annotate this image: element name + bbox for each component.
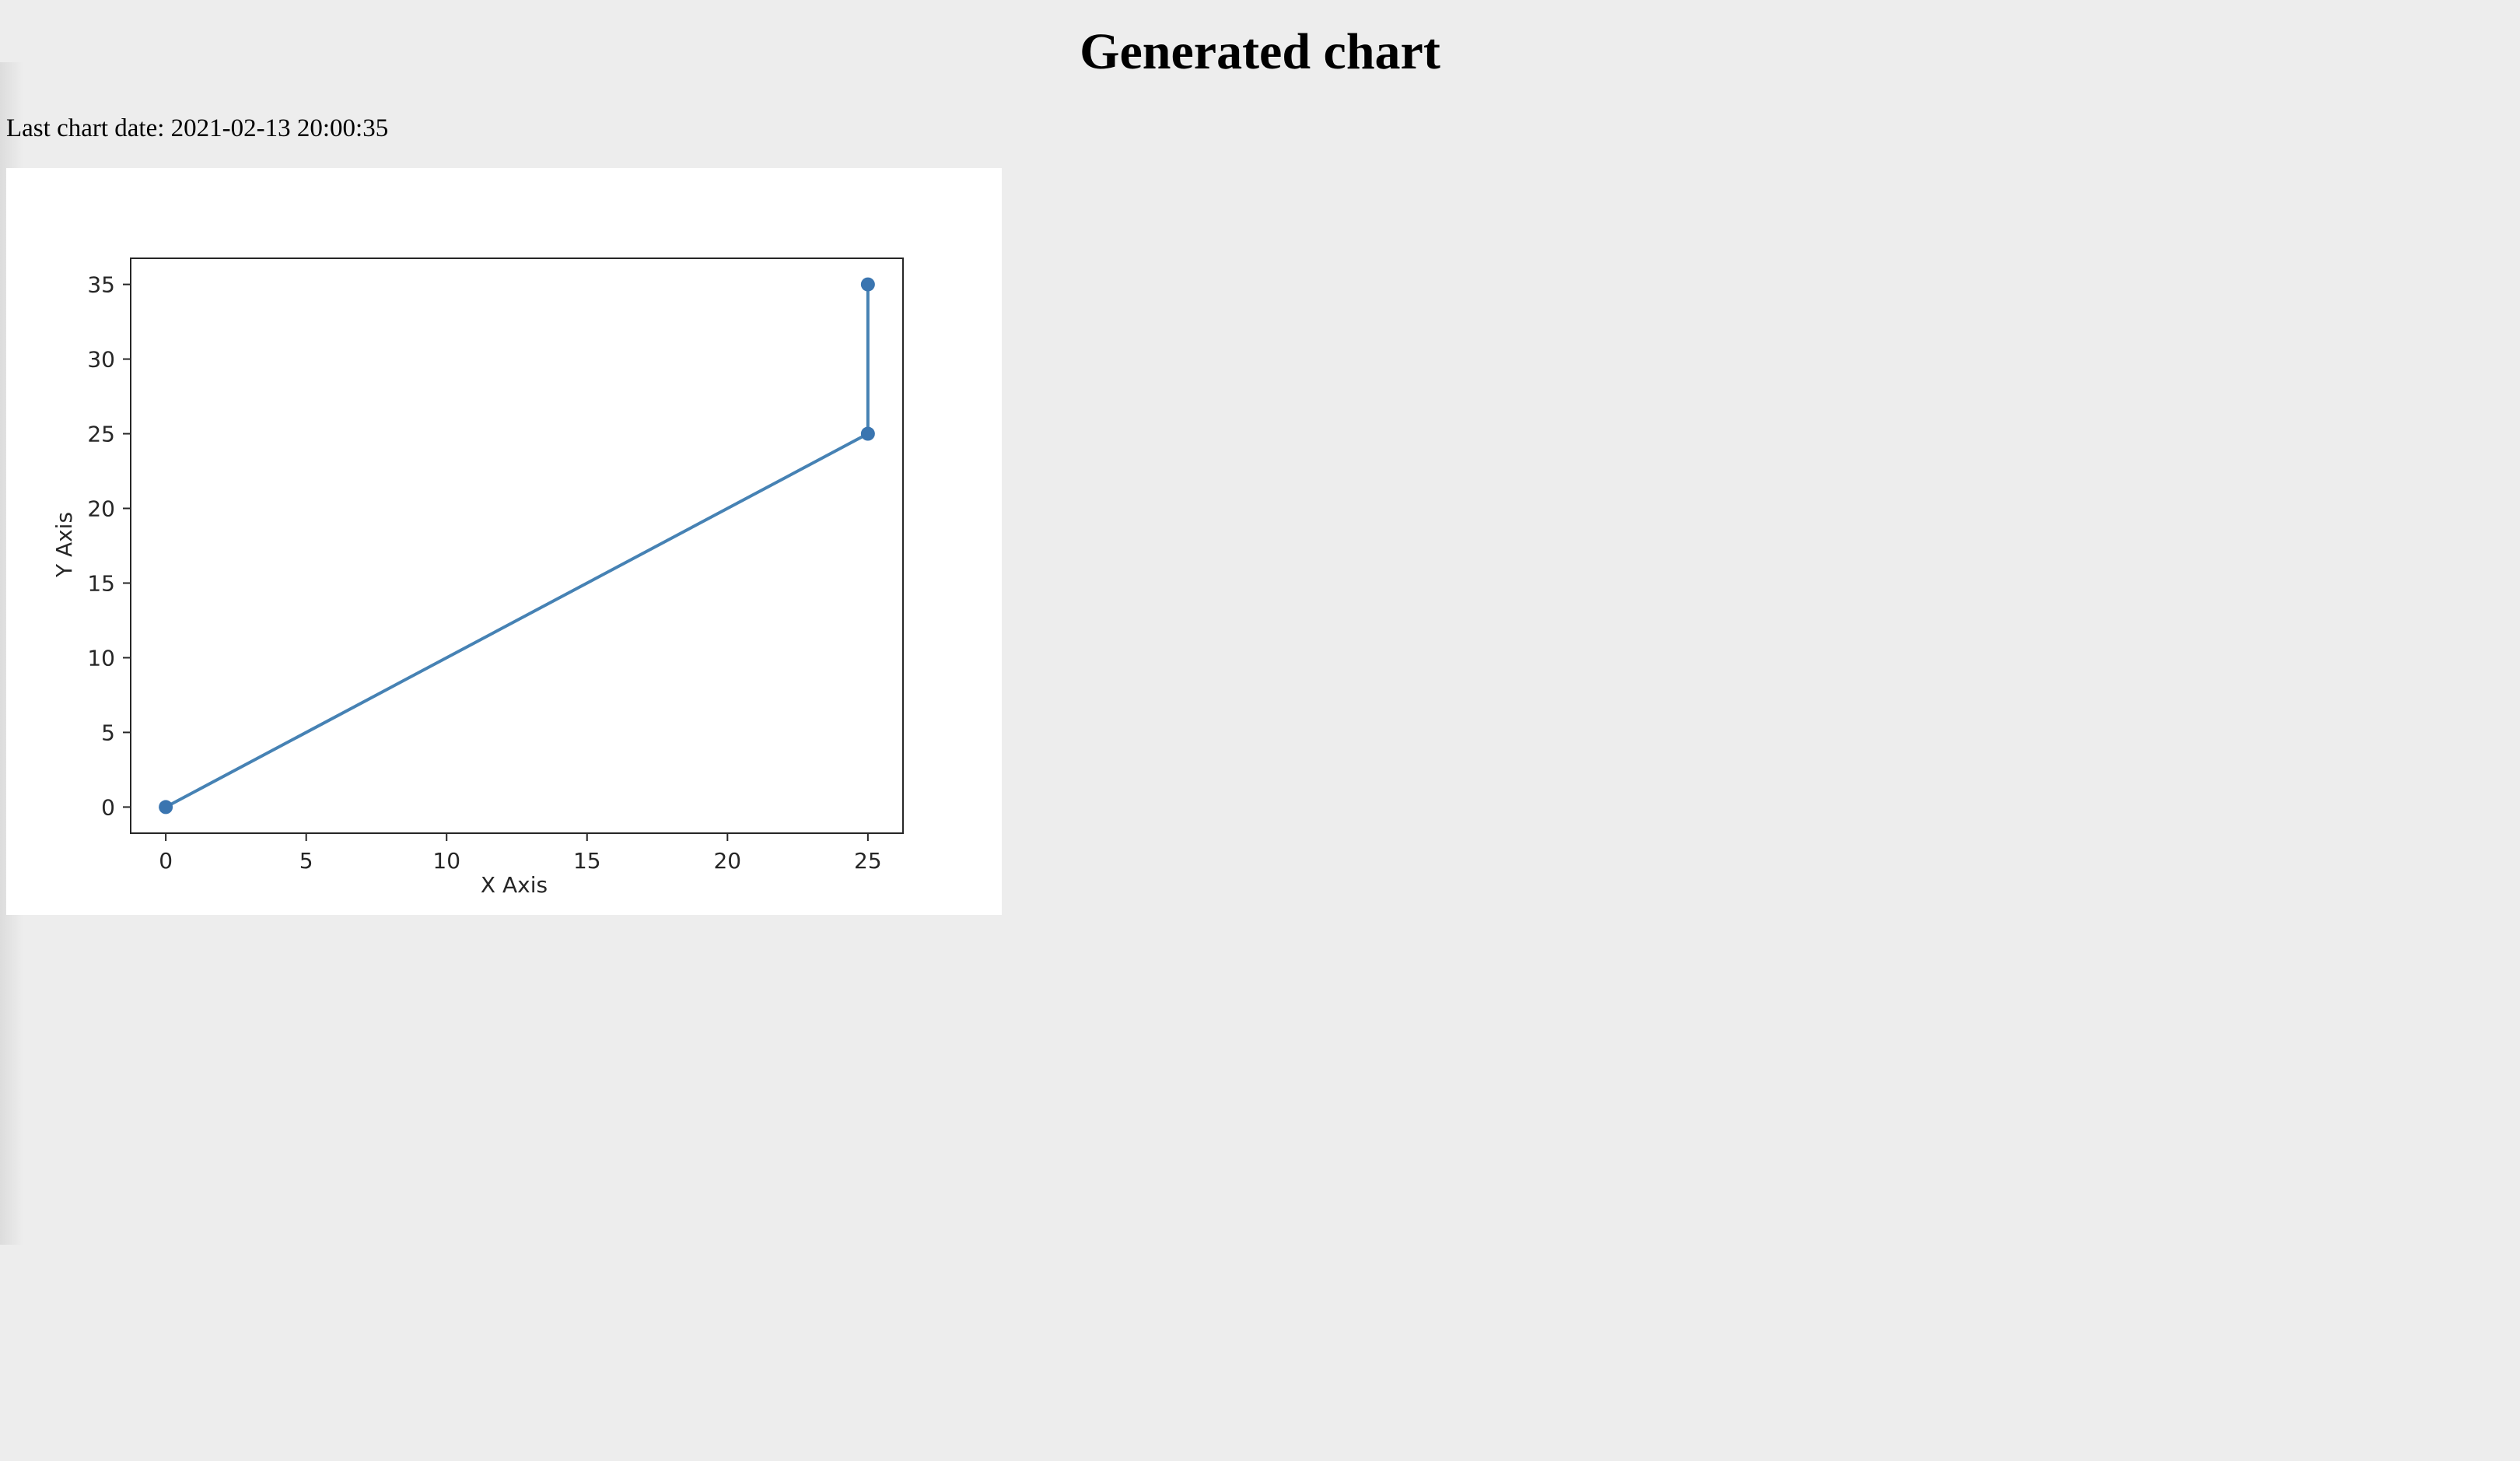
x-tick-label: 0	[159, 848, 173, 874]
x-tick-label: 15	[573, 848, 601, 874]
y-tick-label: 15	[87, 570, 115, 596]
x-tick-label: 25	[854, 848, 882, 874]
y-tick-label: 30	[87, 347, 115, 373]
data-point-marker	[860, 426, 875, 441]
data-point-marker	[159, 800, 173, 815]
date-label: Last chart date:	[6, 114, 165, 142]
y-axis-ticks: 0 5 10 15 20 25 30 35	[87, 272, 131, 820]
y-tick-label: 35	[87, 272, 115, 298]
y-tick-label: 0	[101, 794, 115, 820]
series-layer	[159, 277, 875, 815]
y-tick-label: 25	[87, 422, 115, 447]
x-tick-label: 10	[432, 848, 460, 874]
y-tick-label: 10	[87, 645, 115, 671]
x-axis-label: X Axis	[481, 872, 548, 898]
page-title: Generated chart	[1080, 23, 1440, 80]
line-chart: 0 5 10 15 20 25 0 5 10 15 20 25 30 35 X Axis Y Axis	[51, 258, 904, 898]
y-axis-label: Y Axis	[51, 512, 77, 578]
date-value: 2021-02-13 20:00:35	[170, 114, 389, 142]
data-point-marker	[860, 277, 875, 292]
y-tick-label: 20	[87, 496, 115, 522]
x-tick-label: 20	[713, 848, 741, 874]
y-tick-label: 5	[101, 720, 115, 745]
plot-area	[130, 258, 904, 834]
last-chart-date: Last chart date: 2021-02-13 20:00:35	[6, 109, 388, 148]
x-axis-ticks: 0 5 10 15 20 25	[159, 833, 882, 874]
x-tick-label: 5	[299, 848, 313, 874]
axes-frame	[130, 258, 904, 834]
chart-image: 0 5 10 15 20 25 0 5 10 15 20 25 30 35 X Axis Y Axis	[6, 168, 1002, 915]
